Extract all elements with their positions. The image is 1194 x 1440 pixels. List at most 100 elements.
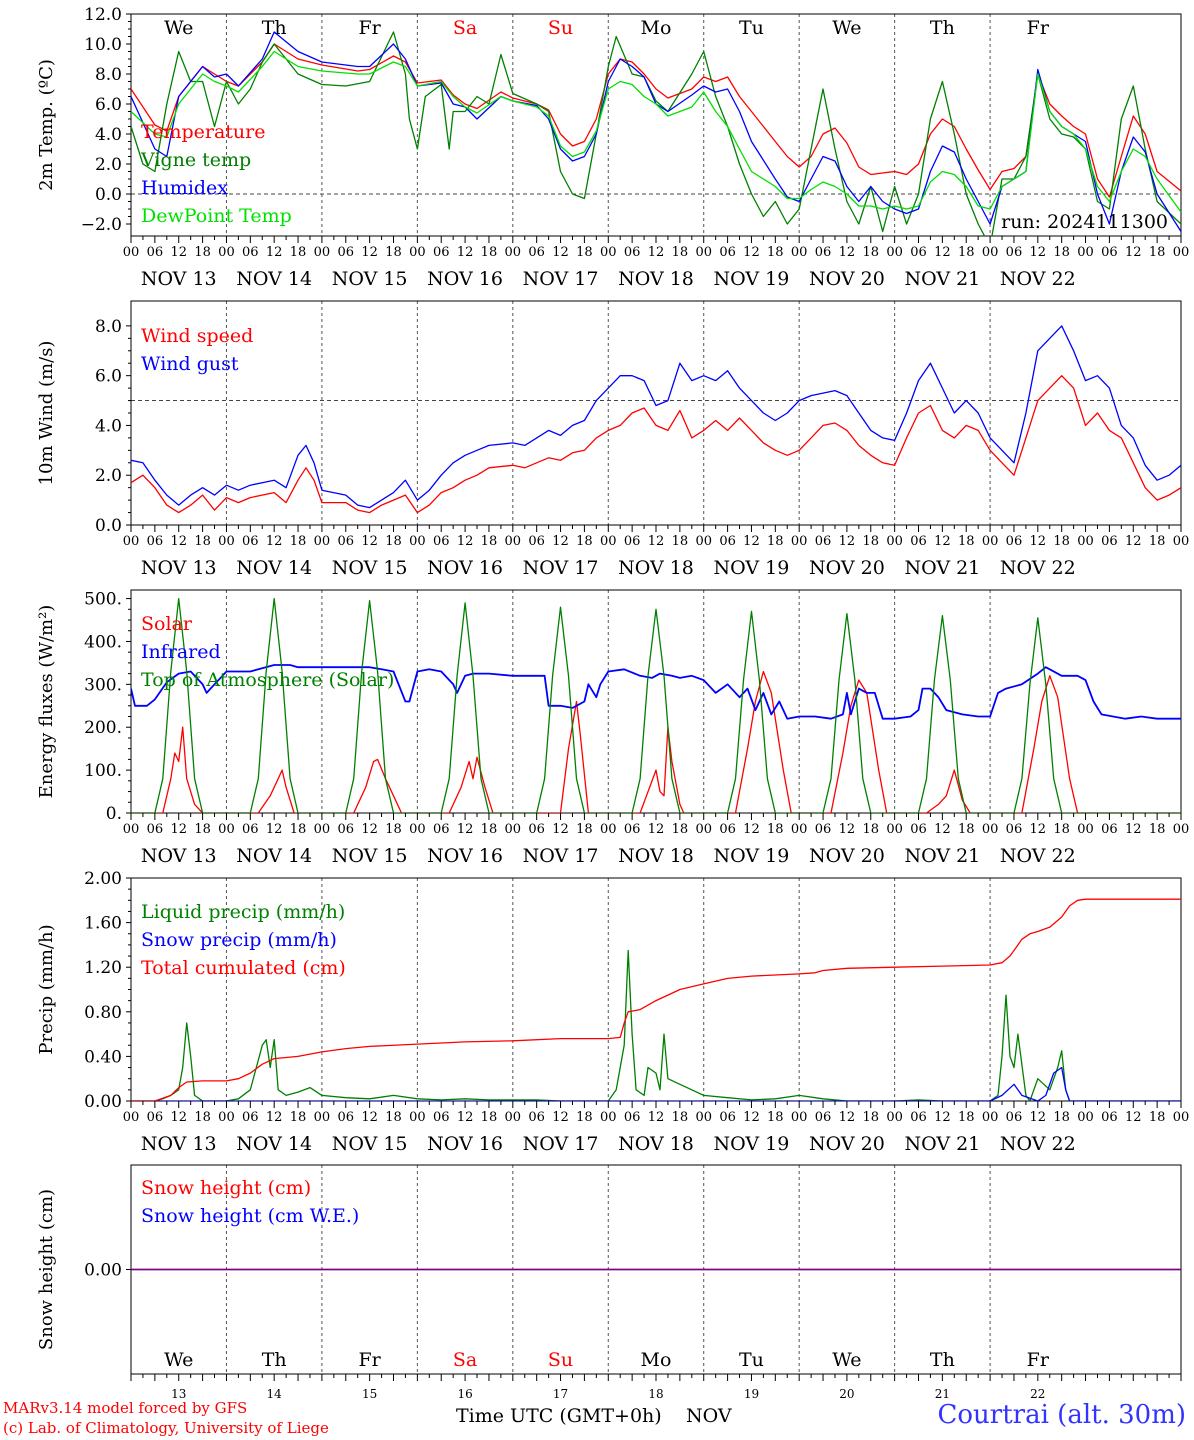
hour-tick-label: 00	[695, 1110, 712, 1125]
hour-tick-label: 18	[1149, 245, 1166, 260]
hour-tick-label: 06	[337, 822, 354, 837]
station-label: Courtrai (alt. 30m)	[937, 1400, 1187, 1430]
legend-entry: Infrared	[141, 641, 221, 663]
hour-tick-label: 18	[862, 822, 879, 837]
hour-tick-label: 06	[433, 245, 450, 260]
hour-tick-label: 00	[886, 245, 903, 260]
hour-tick-label: 00	[218, 245, 235, 260]
date-label: NOV 20	[809, 557, 885, 579]
panel-temperature: −2.0 0.0 2.0 4.0 6.0 8.0 10.0 12.0 2m Temp. (ºC)…	[36, 5, 1189, 290]
hour-tick-label: 18	[767, 822, 784, 837]
day-number-label: 19	[744, 1387, 759, 1401]
legend-entry: Vigne temp	[140, 149, 251, 171]
series-group	[131, 325, 1181, 514]
hour-tick-label: 00	[886, 534, 903, 549]
day-number-label: 20	[839, 1387, 854, 1401]
hour-tick-label: 18	[862, 1110, 879, 1125]
hour-tick-label: 06	[337, 245, 354, 260]
hour-tick-label: 06	[433, 534, 450, 549]
date-label: NOV 18	[618, 268, 694, 290]
hour-tick-label: 12	[743, 245, 760, 260]
date-label: NOV 17	[523, 845, 599, 867]
hour-tick-label: 06	[1006, 245, 1023, 260]
day-of-week-label: Mo	[641, 1349, 672, 1371]
hour-tick-label: 06	[1006, 1110, 1023, 1125]
hour-tick-label: 06	[910, 534, 927, 549]
day-of-week-label: Tu	[739, 17, 764, 39]
date-label: NOV 17	[523, 268, 599, 290]
hour-tick-label: 12	[1125, 1110, 1142, 1125]
hour-tick-label: 12	[266, 245, 283, 260]
legend-entry: Total cumulated (cm)	[141, 957, 346, 979]
hour-tick-label: 00	[695, 245, 712, 260]
date-label: NOV 17	[523, 1133, 599, 1155]
hour-tick-label: 06	[624, 1110, 641, 1125]
hour-tick-label: 00	[314, 534, 331, 549]
day-number-label: 21	[935, 1387, 950, 1401]
day-of-week-label: Fr	[359, 1349, 382, 1371]
date-label: NOV 18	[618, 845, 694, 867]
hour-tick-label: 06	[528, 245, 545, 260]
y-tick-label: 100.	[84, 761, 122, 781]
legend-entry: Snow height (cm W.E.)	[141, 1205, 359, 1227]
y-tick-label: 10.0	[84, 35, 122, 55]
plot-frame	[130, 13, 1182, 237]
y-tick-label: 0.00	[84, 1092, 122, 1112]
day-of-week-label: We	[832, 1349, 861, 1371]
time-axis-label: Time UTC (GMT+0h)	[456, 1405, 662, 1427]
date-label: NOV 13	[141, 845, 217, 867]
hour-tick-label: 00	[791, 534, 808, 549]
day-number-label: 15	[362, 1387, 377, 1401]
hour-tick-label: 18	[385, 534, 402, 549]
series-line-dewpoint-temp	[131, 50, 1181, 213]
hour-tick-label: 06	[719, 534, 736, 549]
hour-tick-label: 06	[910, 245, 927, 260]
day-number-label: 18	[648, 1387, 663, 1401]
date-label: NOV 15	[332, 268, 408, 290]
hour-tick-label: 18	[958, 1110, 975, 1125]
hour-tick-label: 06	[147, 822, 164, 837]
hour-tick-label: 06	[242, 822, 259, 837]
hour-tick-label: 18	[481, 1110, 498, 1125]
hour-tick-label: 18	[576, 534, 593, 549]
date-label: NOV 21	[904, 1133, 980, 1155]
day-number-label: 16	[457, 1387, 472, 1401]
hour-tick-label: 18	[481, 534, 498, 549]
hour-tick-label: 18	[576, 822, 593, 837]
series-line-infrared	[131, 664, 1181, 720]
hour-tick-label: 00	[886, 1110, 903, 1125]
hour-tick-label: 06	[528, 822, 545, 837]
hour-tick-label: 18	[672, 534, 689, 549]
hour-tick-label: 12	[361, 1110, 378, 1125]
day-of-week-label: Fr	[1027, 1349, 1050, 1371]
hour-tick-label: 18	[767, 1110, 784, 1125]
hour-tick-label: 00	[1077, 1110, 1094, 1125]
hour-tick-label: 00	[982, 534, 999, 549]
panel-snow: 0.00 Snow height (cm) 13 14 15 16 17 18 19 20 21 22…	[36, 1164, 1182, 1401]
hour-tick-label: 06	[337, 1110, 354, 1125]
y-tick-label: 300.	[84, 675, 122, 695]
day-of-week-label: Th	[262, 1349, 287, 1371]
hour-tick-label: 18	[290, 245, 307, 260]
hour-tick-label: 18	[1053, 245, 1070, 260]
hour-tick-label: 12	[1030, 822, 1047, 837]
hour-tick-label: 12	[552, 1110, 569, 1125]
hour-tick-label: 18	[672, 1110, 689, 1125]
hour-tick-label: 00	[1173, 822, 1190, 837]
date-label: NOV 18	[618, 557, 694, 579]
legend-entry: Wind gust	[141, 353, 239, 375]
hour-tick-label: 12	[361, 822, 378, 837]
run-label: run: 2024111300	[1001, 211, 1168, 233]
hour-tick-label: 18	[1053, 1110, 1070, 1125]
series-group	[131, 597, 1181, 813]
hour-tick-label: 06	[624, 822, 641, 837]
hour-tick-label: 12	[457, 822, 474, 837]
date-label: NOV 14	[236, 845, 312, 867]
series-line-liquid-precip-mm-h	[131, 949, 1181, 1101]
hour-tick-label: 00	[505, 245, 522, 260]
hour-tick-label: 18	[672, 822, 689, 837]
date-label: NOV 15	[332, 845, 408, 867]
date-label: NOV 17	[523, 557, 599, 579]
date-label: NOV 15	[332, 1133, 408, 1155]
